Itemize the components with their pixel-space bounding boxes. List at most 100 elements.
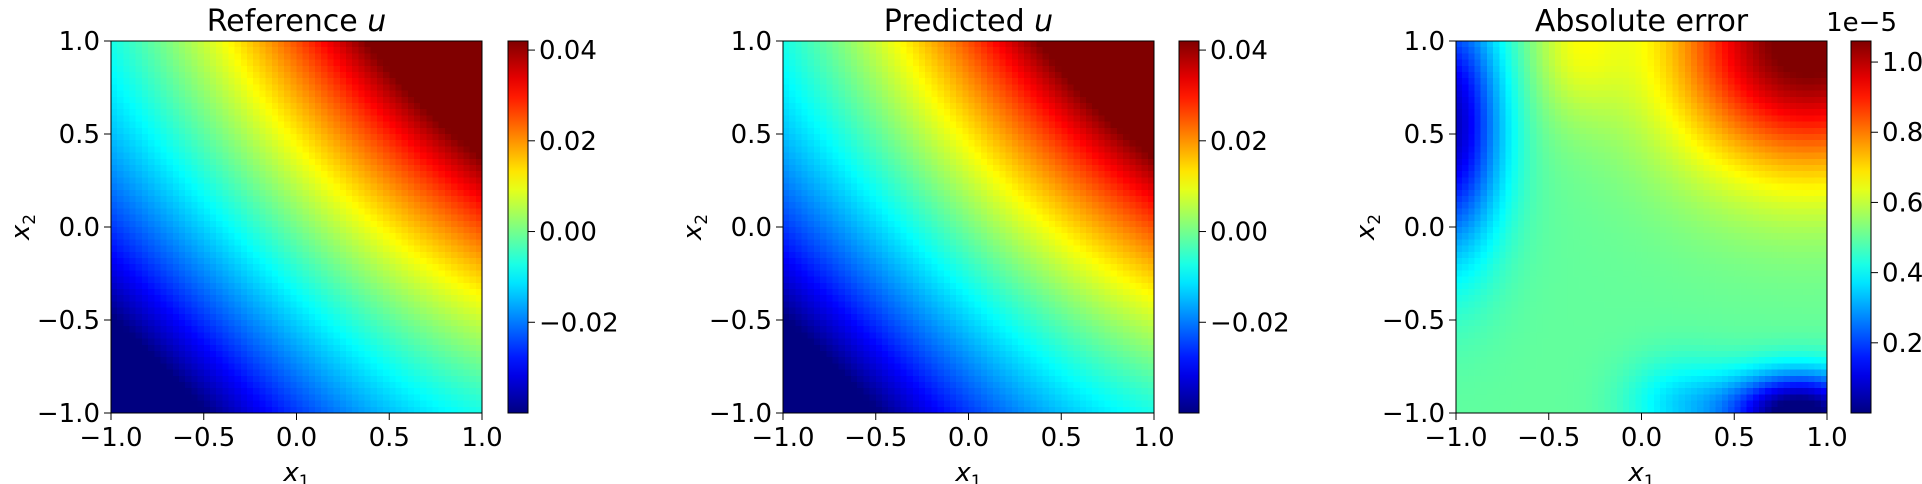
heatmap-cell bbox=[807, 103, 815, 110]
heatmap-cell bbox=[117, 140, 124, 147]
heatmap-cell bbox=[209, 189, 217, 197]
heatmap-cell bbox=[919, 41, 926, 48]
heatmap-cell bbox=[1129, 72, 1137, 79]
heatmap-cell bbox=[469, 357, 477, 364]
heatmap-cell bbox=[296, 41, 304, 48]
heatmap-cell bbox=[469, 171, 477, 178]
heatmap-cell bbox=[321, 165, 329, 172]
heatmap-cell bbox=[321, 41, 329, 48]
heatmap-cell bbox=[1147, 134, 1155, 141]
heatmap-cell bbox=[389, 320, 397, 327]
heatmap-cell bbox=[1055, 152, 1062, 160]
heatmap-cell bbox=[937, 78, 945, 85]
heatmap-cell bbox=[148, 289, 155, 296]
heatmap-cell bbox=[141, 72, 149, 79]
heatmap-cell bbox=[166, 388, 174, 395]
heatmap-cell bbox=[444, 208, 452, 216]
heatmap-cell bbox=[1036, 96, 1044, 104]
heatmap-cell bbox=[160, 177, 168, 185]
heatmap-cell bbox=[426, 258, 434, 265]
heatmap-cell bbox=[191, 196, 199, 203]
heatmap-cell bbox=[315, 78, 322, 85]
heatmap-cell bbox=[993, 146, 1001, 154]
heatmap-cell bbox=[327, 344, 335, 352]
heatmap-cell bbox=[426, 270, 434, 278]
heatmap-cell bbox=[222, 276, 230, 284]
heatmap-cell bbox=[1048, 84, 1056, 92]
heatmap-cell bbox=[370, 72, 378, 79]
heatmap-cell bbox=[432, 196, 440, 203]
heatmap-cell bbox=[352, 72, 359, 79]
heatmap-cell bbox=[352, 109, 359, 116]
heatmap-cell bbox=[438, 115, 446, 123]
heatmap-cell bbox=[370, 245, 378, 253]
heatmap-cell bbox=[826, 171, 834, 178]
heatmap-cell bbox=[383, 406, 390, 414]
heatmap-cell bbox=[457, 245, 465, 253]
heatmap-cell bbox=[987, 41, 994, 48]
heatmap-cell bbox=[203, 96, 211, 104]
heatmap-cell bbox=[980, 78, 988, 85]
heatmap-cell bbox=[432, 134, 440, 141]
heatmap-cell bbox=[172, 264, 180, 271]
heatmap-cell bbox=[999, 115, 1007, 123]
heatmap-cell bbox=[912, 103, 920, 110]
heatmap-cell bbox=[1067, 140, 1075, 147]
heatmap-cell bbox=[154, 233, 162, 240]
heatmap-cell bbox=[826, 78, 834, 85]
heatmap-cell bbox=[444, 369, 452, 377]
heatmap-cell bbox=[401, 53, 409, 61]
heatmap-cell bbox=[308, 158, 316, 166]
heatmap-cell bbox=[1079, 84, 1087, 92]
heatmap-cell bbox=[999, 90, 1007, 98]
heatmap-cell bbox=[247, 103, 254, 110]
heatmap-cell bbox=[949, 115, 957, 123]
heatmap-cell bbox=[370, 357, 378, 364]
heatmap-cell bbox=[980, 65, 988, 73]
heatmap-cell bbox=[345, 134, 353, 141]
heatmap-cell bbox=[463, 388, 471, 395]
heatmap-cell bbox=[315, 313, 322, 321]
heatmap-cell bbox=[1116, 165, 1124, 172]
heatmap-cell bbox=[358, 202, 366, 209]
heatmap-cell bbox=[469, 264, 477, 271]
heatmap-cell bbox=[352, 90, 359, 98]
heatmap-cell bbox=[327, 59, 335, 67]
heatmap-cell bbox=[345, 96, 353, 104]
heatmap-cell bbox=[1024, 78, 1031, 85]
heatmap-cell bbox=[209, 41, 217, 48]
heatmap-cell bbox=[980, 115, 988, 123]
heatmap-cell bbox=[1011, 121, 1019, 129]
heatmap-cell bbox=[333, 65, 341, 73]
heatmap-cell bbox=[358, 233, 366, 240]
heatmap-cell bbox=[851, 177, 858, 185]
heatmap-cell bbox=[1085, 171, 1093, 178]
heatmap-cell bbox=[383, 165, 390, 172]
heatmap-cell bbox=[413, 65, 421, 73]
heatmap-cell bbox=[869, 78, 877, 85]
heatmap-cell bbox=[1123, 140, 1130, 147]
heatmap-cell bbox=[1104, 78, 1112, 85]
heatmap-cell bbox=[228, 121, 236, 129]
heatmap-cell bbox=[154, 65, 162, 73]
heatmap-cell bbox=[444, 189, 452, 197]
heatmap-cell bbox=[444, 90, 452, 98]
heatmap-cell bbox=[253, 196, 260, 203]
heatmap-cell bbox=[426, 351, 434, 358]
heatmap-cell bbox=[308, 84, 316, 92]
heatmap-cell bbox=[302, 78, 310, 85]
heatmap-cell bbox=[475, 251, 483, 259]
heatmap-cell bbox=[407, 84, 415, 92]
heatmap-cell bbox=[1092, 90, 1099, 98]
heatmap-cell bbox=[345, 258, 353, 265]
heatmap-cell bbox=[302, 84, 310, 92]
heatmap-cell bbox=[179, 196, 186, 203]
heatmap-cell bbox=[376, 41, 384, 48]
heatmap-cell bbox=[1129, 121, 1137, 129]
heatmap-cell bbox=[1067, 158, 1075, 166]
heatmap-cell bbox=[1135, 152, 1143, 160]
heatmap-cell bbox=[457, 344, 465, 352]
heatmap-cell bbox=[395, 394, 403, 402]
heatmap-cell bbox=[1129, 78, 1137, 85]
heatmap-cell bbox=[166, 165, 174, 172]
